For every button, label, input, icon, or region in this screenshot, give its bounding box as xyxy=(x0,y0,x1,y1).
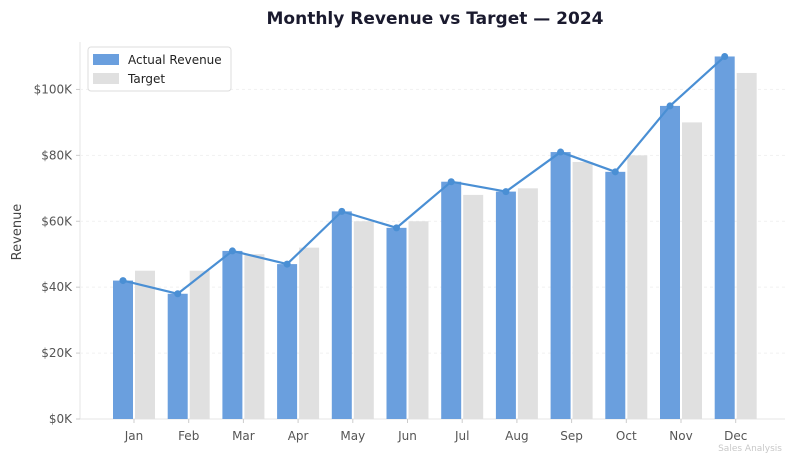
bar-actual-revenue xyxy=(550,152,571,419)
x-tick-label: Apr xyxy=(288,429,309,443)
bar-actual-revenue xyxy=(495,191,516,419)
trend-line-path xyxy=(122,55,726,295)
bars xyxy=(113,56,757,420)
x-tick-label: Sep xyxy=(560,429,583,443)
y-tick-label: $80K xyxy=(41,148,73,162)
bar-target xyxy=(682,122,702,420)
legend-label-actual-revenue: Actual Revenue xyxy=(128,53,222,67)
x-tick-label: Mar xyxy=(232,429,255,443)
x-tick-label: Feb xyxy=(178,429,199,443)
trend-point xyxy=(611,168,619,176)
bar-target xyxy=(627,155,648,419)
trend-point xyxy=(338,207,346,215)
trend-point xyxy=(721,52,729,60)
x-tick-label: Nov xyxy=(669,429,692,443)
legend-swatch-actual-revenue xyxy=(93,54,119,65)
bar-target xyxy=(463,194,484,419)
x-tick-label: Jan xyxy=(124,429,144,443)
trend-point xyxy=(666,102,674,110)
trend-point xyxy=(119,277,127,285)
trend-point xyxy=(502,188,510,196)
y-tick-label: $60K xyxy=(41,214,73,228)
x-tick-label: Jul xyxy=(454,429,469,443)
bar-target xyxy=(736,72,757,420)
bar-target xyxy=(244,254,265,419)
trend-point xyxy=(447,178,455,186)
trend-point xyxy=(557,148,565,156)
chart-title: Monthly Revenue vs Target — 2024 xyxy=(267,9,604,29)
legend-swatch-target xyxy=(93,73,119,84)
watermark: Sales Analysis xyxy=(718,444,782,454)
legend: Actual Revenue Target xyxy=(87,46,232,92)
y-tick-label: $20K xyxy=(41,346,73,360)
bar-actual-revenue xyxy=(441,181,462,419)
bar-actual-revenue xyxy=(113,280,133,419)
bar-target xyxy=(189,270,210,419)
bar-actual-revenue xyxy=(222,250,243,419)
y-axis-ticks: $0K $20K $40K $60K $80K $100K xyxy=(34,82,80,426)
legend-label-target: Target xyxy=(127,72,165,86)
y-tick-label: $100K xyxy=(34,82,74,96)
bar-target xyxy=(135,270,155,419)
x-tick-label: Jun xyxy=(397,429,417,443)
bar-target xyxy=(299,247,320,419)
trend-point xyxy=(393,224,400,232)
bar-target xyxy=(353,221,374,419)
x-tick-label: Aug xyxy=(505,429,528,443)
bar-actual-revenue xyxy=(660,105,680,420)
trend-point xyxy=(283,260,291,268)
trend-line xyxy=(119,52,729,298)
bar-target xyxy=(517,188,538,419)
x-tick-label: Oct xyxy=(616,429,637,443)
y-tick-label: $40K xyxy=(41,280,73,294)
trend-point xyxy=(174,290,182,298)
bar-actual-revenue xyxy=(605,171,626,419)
bar-target xyxy=(408,221,429,419)
y-axis-label: Revenue xyxy=(10,204,25,261)
bar-actual-revenue xyxy=(167,293,188,419)
legend-box xyxy=(87,46,232,92)
bar-actual-revenue xyxy=(386,227,407,419)
bar-actual-revenue xyxy=(277,264,298,419)
trend-point xyxy=(228,247,236,255)
x-tick-label: Dec xyxy=(724,429,747,443)
bar-actual-revenue xyxy=(714,56,735,419)
x-tick-label: May xyxy=(340,429,365,443)
bar-target xyxy=(572,161,593,419)
x-axis-ticks: Jan Feb Mar Apr May Jun Jul Aug Sep Oct Nov Dec xyxy=(124,419,747,443)
bar-actual-revenue xyxy=(331,211,352,419)
y-tick-label: $0K xyxy=(49,412,73,426)
